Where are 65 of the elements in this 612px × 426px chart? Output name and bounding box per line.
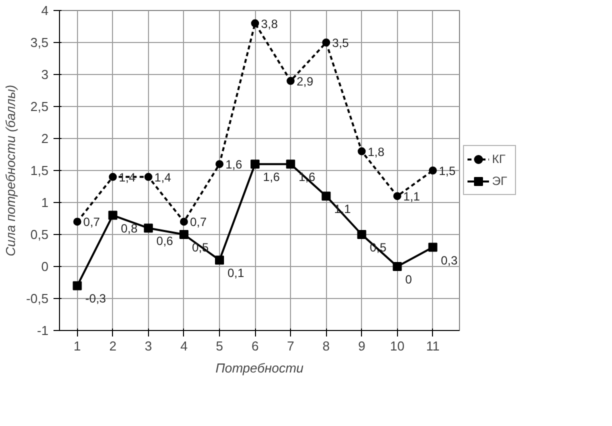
y-tick-label: 1 [41,195,49,210]
point [251,19,260,28]
data-label: 3,8 [261,16,278,31]
point [216,160,224,168]
y-tick-label: 2 [41,131,49,146]
y-tick-label: -1 [36,323,49,338]
x-tick-label: 5 [216,338,224,354]
y-tick-label: 0 [41,259,49,274]
point [73,218,82,226]
x-tick-label: 4 [180,338,188,354]
y-tick-label: 3 [41,67,49,82]
x-tick-label: 11 [426,338,440,354]
point [108,210,118,220]
point [358,147,366,156]
x-tick-label: 3 [144,338,152,354]
point [144,172,152,181]
x-tick-label: 6 [251,338,259,354]
data-label: 1,4 [154,170,172,184]
x-axis-title: Потребности [215,360,304,376]
data-label: 0,7 [83,215,100,230]
y-axis-title: Сила потребности (баллы) [3,84,18,256]
data-label: 0,7 [190,215,207,230]
y-tick-label: 1,5 [30,163,49,178]
y-tick-label: -0,5 [26,291,49,306]
x-tick-label: 1 [74,338,81,354]
point [393,192,402,200]
point [357,230,366,239]
data-label: 0,8 [120,221,138,236]
y-tick-label: 3,5 [30,35,49,50]
data-label: 0 [405,272,412,286]
point [428,242,438,252]
point [428,166,437,174]
x-tick-label: 2 [109,338,116,354]
data-label: 1,5 [438,164,456,178]
x-tick-label: 7 [286,338,294,354]
point [286,76,295,85]
legend-label: КГ [492,152,506,166]
point [215,256,224,265]
data-label: -0,3 [85,292,106,306]
point [179,230,188,239]
y-tick-label: 4 [41,3,49,18]
data-label: 2,9 [296,74,314,88]
data-label: 1,6 [226,158,243,172]
data-label: 0,1 [228,266,245,280]
point [322,38,330,46]
point [72,281,82,290]
y-tick-label: 0,5 [30,227,49,242]
y-tick-label: 2,5 [30,99,49,114]
x-tick-label: 9 [358,338,366,354]
x-tick-label: 8 [322,338,330,354]
point [322,192,331,201]
data-label: 1,1 [403,190,420,204]
point [250,160,260,169]
point [180,218,188,226]
point [144,224,153,233]
data-label: 1,6 [263,170,280,184]
legend-label: ЭГ [492,174,508,188]
x-tick-label: 10 [390,338,405,354]
point [108,172,117,181]
data-label: 1,8 [368,144,385,159]
point [392,262,402,271]
data-label: 3,5 [332,36,350,50]
point [286,160,296,169]
data-label: 0,6 [156,234,174,248]
data-label: 0,3 [440,253,458,268]
